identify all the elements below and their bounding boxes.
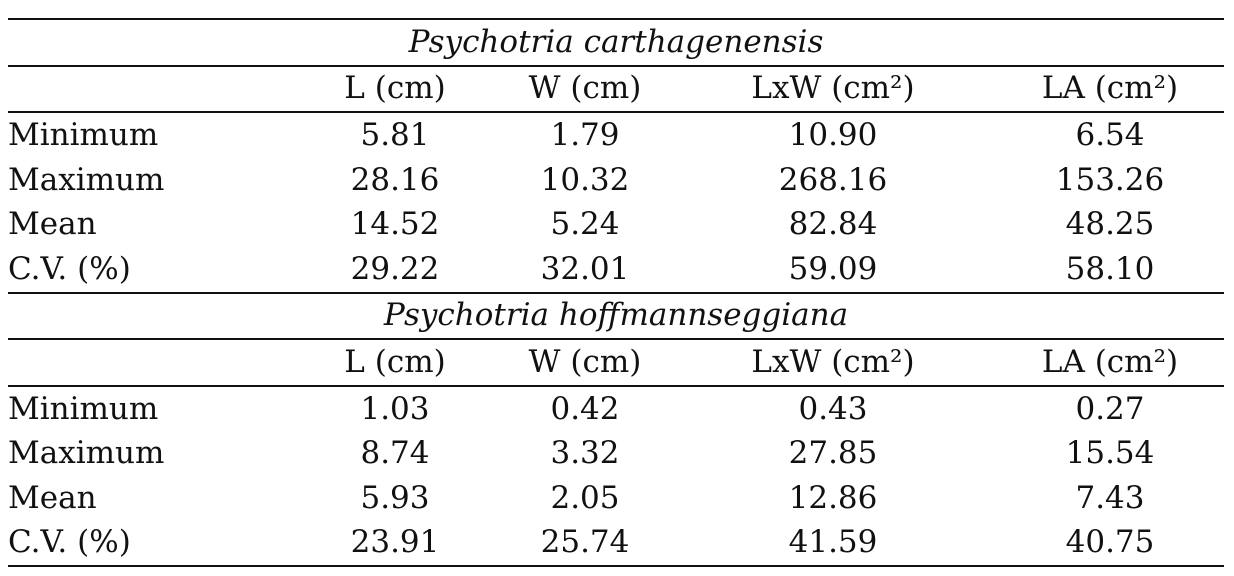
species-title-row: Psychotria hoffmannseggiana <box>8 291 1224 341</box>
cell-value: 3.32 <box>550 435 620 472</box>
cell-value: 28.16 <box>350 161 440 198</box>
table-row: Mean 14.52 5.24 82.84 48.25 <box>8 202 1224 247</box>
cell-value: 268.16 <box>778 161 888 198</box>
cell-value: 14.52 <box>350 206 440 243</box>
column-header-row: L (cm) W (cm) LxW (cm²) LA (cm²) <box>8 65 1224 114</box>
cell-value: 82.84 <box>788 206 878 243</box>
species-title: Psychotria carthagenensis <box>8 18 1224 67</box>
column-header-leaf-area: LA (cm²) <box>996 339 1224 387</box>
column-header-length: L (cm) <box>290 339 500 387</box>
cell-value: 7.43 <box>1075 479 1145 516</box>
cell-value: 1.03 <box>360 390 430 427</box>
column-header-length: L (cm) <box>290 65 500 114</box>
table-row: Minimum 1.03 0.42 0.43 0.27 <box>8 386 1224 432</box>
column-header-leaf-area: LA (cm²) <box>996 65 1224 114</box>
cell-value: 58.10 <box>1065 250 1155 287</box>
column-header-row: L (cm) W (cm) LxW (cm²) LA (cm²) <box>8 339 1224 387</box>
cell-value: 1.79 <box>550 116 620 153</box>
cell-value: 153.26 <box>1055 161 1165 198</box>
table-row: Mean 5.93 2.05 12.86 7.43 <box>8 476 1224 521</box>
column-header-width: W (cm) <box>500 339 670 387</box>
cell-value: 59.09 <box>788 250 878 287</box>
table-row: Maximum 8.74 3.32 27.85 15.54 <box>8 431 1224 476</box>
row-label: Maximum <box>8 435 165 472</box>
leaf-measurements-table: Psychotria carthagenensis L (cm) W (cm) … <box>8 18 1224 568</box>
cell-value: 2.05 <box>550 479 620 516</box>
row-label: Minimum <box>8 116 159 153</box>
leaf-measurements-table-container: Psychotria carthagenensis L (cm) W (cm) … <box>8 18 1224 568</box>
column-header-width: W (cm) <box>500 65 670 114</box>
cell-value: 41.59 <box>670 520 996 568</box>
row-label: Minimum <box>8 390 159 427</box>
species-title-row: Psychotria carthagenensis <box>8 18 1224 67</box>
cell-value: 12.86 <box>788 479 878 516</box>
cell-value: 10.32 <box>540 161 630 198</box>
row-label: C.V. (%) <box>8 250 131 287</box>
table-row: Minimum 5.81 1.79 10.90 6.54 <box>8 112 1224 158</box>
cell-value: 6.54 <box>1075 116 1145 153</box>
row-label: Mean <box>8 206 97 243</box>
cell-value: 48.25 <box>1065 206 1155 243</box>
row-label: Mean <box>8 479 97 516</box>
cell-value: 5.93 <box>360 479 430 516</box>
cell-value: 15.54 <box>1065 435 1155 472</box>
cell-value: 5.24 <box>550 206 620 243</box>
cell-value: 27.85 <box>788 435 878 472</box>
column-header-blank <box>8 339 290 387</box>
cell-value: 29.22 <box>350 250 440 287</box>
cell-value: 0.43 <box>798 390 868 427</box>
column-header-length-x-width: LxW (cm²) <box>670 65 996 114</box>
table-body: Psychotria carthagenensis L (cm) W (cm) … <box>8 18 1224 568</box>
cell-value: 32.01 <box>540 250 630 287</box>
column-header-length-x-width: LxW (cm²) <box>670 339 996 387</box>
species-title: Psychotria hoffmannseggiana <box>8 291 1224 341</box>
cell-value: 0.27 <box>1075 390 1145 427</box>
table-row: C.V. (%) 23.91 25.74 41.59 40.75 <box>8 520 1224 568</box>
row-label: Maximum <box>8 161 165 198</box>
cell-value: 25.74 <box>500 520 670 568</box>
cell-value: 10.90 <box>788 116 878 153</box>
column-header-blank <box>8 65 290 114</box>
cell-value: 5.81 <box>360 116 430 153</box>
row-label: C.V. (%) <box>8 520 290 568</box>
cell-value: 8.74 <box>360 435 430 472</box>
table-row: C.V. (%) 29.22 32.01 59.09 58.10 <box>8 247 1224 293</box>
cell-value: 0.42 <box>550 390 620 427</box>
cell-value: 40.75 <box>996 520 1224 568</box>
cell-value: 23.91 <box>290 520 500 568</box>
table-row: Maximum 28.16 10.32 268.16 153.26 <box>8 158 1224 203</box>
